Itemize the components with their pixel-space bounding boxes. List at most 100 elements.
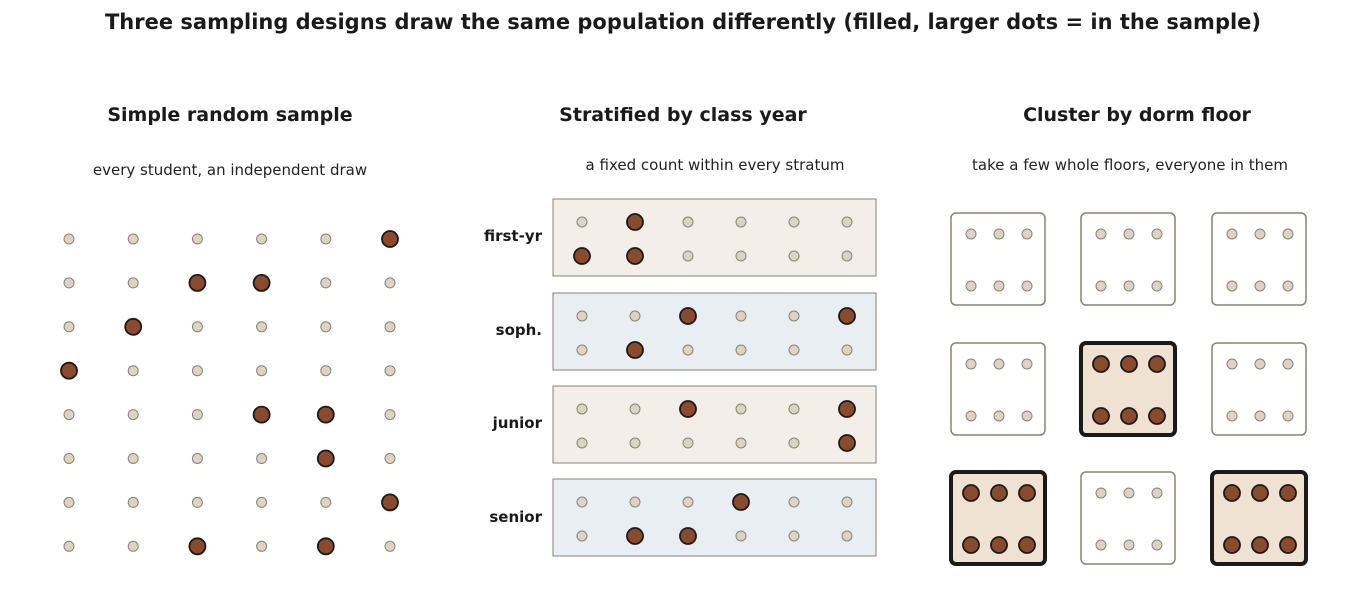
srs-student-dot-sampled [316, 537, 335, 556]
floor-student-dot [1254, 228, 1266, 240]
floor-student-dot [965, 280, 977, 292]
srs-student-dot [384, 453, 396, 464]
floor-student-dot-sampled [1120, 407, 1138, 425]
srs-student-dot-sampled [316, 449, 335, 468]
srs-student-dot [127, 453, 139, 464]
floor-student-dot [1226, 358, 1238, 370]
stratum-student-dot-sampled [838, 400, 856, 418]
stratum-student-dot [682, 250, 694, 262]
stratum-box [552, 478, 877, 557]
stratum-label-junior: junior [492, 414, 542, 432]
stratum-label-first-yr: first-yr [483, 227, 542, 245]
stratum-student-dot [735, 216, 747, 228]
srs-student-dot-sampled [252, 405, 271, 424]
stratum-box [552, 198, 877, 277]
srs-student-dot [384, 540, 396, 552]
stratum-box [552, 385, 877, 464]
srs-student-dot [63, 453, 75, 464]
stratum-student-dot [576, 530, 588, 542]
floor-student-dot [1282, 228, 1294, 240]
stratum-student-dot [788, 344, 800, 356]
floor-student-dot [1254, 280, 1266, 292]
srs-student-dot [127, 277, 139, 289]
stratum-student-dot [788, 310, 800, 322]
srs-student-dot [191, 409, 203, 421]
stratum-student-dot-sampled [679, 527, 697, 545]
floor-student-dot-sampled [1251, 536, 1269, 554]
floor-student-dot [1095, 487, 1107, 499]
floor-student-dot-sampled [1223, 484, 1241, 502]
floor-student-dot-sampled [1251, 484, 1269, 502]
floor-student-dot [1151, 280, 1163, 292]
floor-student-dot-sampled [1279, 536, 1297, 554]
stratum-student-dot [788, 216, 800, 228]
floor-student-dot [1123, 280, 1135, 292]
srs-student-dot-sampled [124, 317, 143, 336]
floor-student-dot [1226, 410, 1238, 422]
floor-student-dot-sampled [1092, 355, 1110, 373]
stratum-student-dot [576, 496, 588, 508]
srs-student-dot [320, 277, 332, 289]
floor-student-dot [1254, 358, 1266, 370]
srs-student-dot [320, 496, 332, 508]
cluster-title: Cluster by dorm floor [1023, 104, 1251, 126]
stratum-student-dot [576, 437, 588, 449]
stratum-student-dot-sampled [679, 307, 697, 325]
floor-student-dot [993, 228, 1005, 240]
floor-student-dot [1095, 228, 1107, 240]
floor-student-dot-sampled [1148, 355, 1166, 373]
stratum-student-dot [682, 216, 694, 228]
stratum-student-dot [629, 496, 641, 508]
floor-student-dot-sampled [1018, 484, 1036, 502]
stratum-student-dot [788, 530, 800, 542]
main-title: Three sampling designs draw the same pop… [104, 10, 1262, 34]
floor-student-dot [1123, 539, 1135, 551]
srs-student-dot [384, 277, 396, 289]
stratum-student-dot [576, 403, 588, 415]
srs-student-dot [63, 277, 75, 289]
stratum-student-dot [788, 250, 800, 262]
stratum-student-dot [682, 496, 694, 508]
srs-student-dot [320, 365, 332, 377]
floor-student-dot-sampled [990, 484, 1008, 502]
stratum-student-dot [629, 437, 641, 449]
srs-student-dot [191, 453, 203, 464]
srs-student-dot [63, 540, 75, 552]
srs-title: Simple random sample [107, 104, 353, 126]
floor-student-dot-sampled [1092, 407, 1110, 425]
srs-student-dot [127, 233, 139, 245]
srs-student-dot [63, 233, 75, 245]
srs-student-dot [127, 540, 139, 552]
srs-student-dot-sampled [316, 405, 335, 424]
stratified-title: Stratified by class year [559, 104, 807, 126]
stratum-student-dot [576, 344, 588, 356]
stratum-student-dot [735, 310, 747, 322]
stratum-student-dot [788, 496, 800, 508]
srs-student-dot [256, 321, 268, 333]
stratum-student-dot [841, 530, 853, 542]
stratum-student-dot [682, 344, 694, 356]
floor-student-dot [1254, 410, 1266, 422]
stratum-student-dot [629, 310, 641, 322]
stratum-student-dot [576, 216, 588, 228]
srs-student-dot [127, 409, 139, 421]
srs-student-dot-sampled [188, 537, 207, 556]
floor-student-dot [993, 358, 1005, 370]
floor-student-dot-sampled [962, 536, 980, 554]
stratum-student-dot [841, 216, 853, 228]
stratum-student-dot-sampled [626, 247, 644, 265]
stratum-student-dot [735, 403, 747, 415]
stratum-student-dot [735, 530, 747, 542]
stratum-student-dot-sampled [732, 493, 750, 511]
srs-student-dot [191, 233, 203, 245]
floor-student-dot-sampled [990, 536, 1008, 554]
srs-student-dot [63, 409, 75, 421]
srs-student-dot [63, 321, 75, 333]
floor-student-dot [965, 410, 977, 422]
srs-student-dot-sampled [252, 273, 271, 292]
stratum-student-dot [841, 250, 853, 262]
stratum-student-dot-sampled [838, 307, 856, 325]
stratum-box [552, 292, 877, 371]
stratum-label-soph: soph. [495, 321, 542, 339]
floor-student-dot [1021, 280, 1033, 292]
